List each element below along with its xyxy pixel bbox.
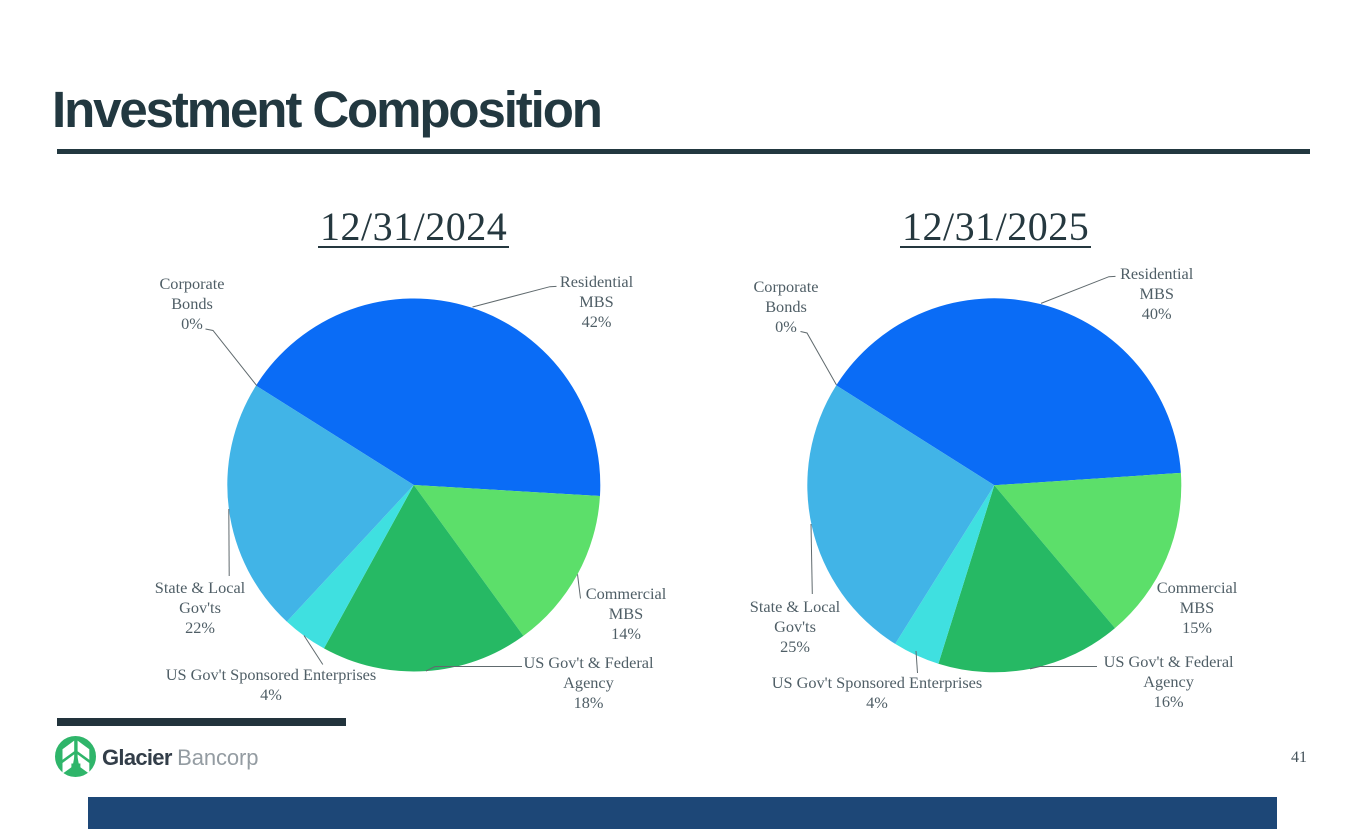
svg-text:22%: 22% xyxy=(185,618,215,637)
svg-text:16%: 16% xyxy=(1154,692,1184,711)
svg-text:15%: 15% xyxy=(1182,618,1212,637)
svg-text:US Gov't & Federal: US Gov't & Federal xyxy=(523,653,653,672)
svg-text:Residential: Residential xyxy=(1120,264,1194,283)
svg-text:Gov'ts: Gov'ts xyxy=(179,598,221,617)
svg-text:US Gov't & Federal: US Gov't & Federal xyxy=(1104,652,1234,671)
svg-text:State & Local: State & Local xyxy=(155,578,246,597)
svg-text:Corporate: Corporate xyxy=(753,277,818,296)
svg-text:Commercial: Commercial xyxy=(586,584,667,603)
svg-text:Gov'ts: Gov'ts xyxy=(774,617,816,636)
svg-text:40%: 40% xyxy=(1142,304,1172,323)
svg-text:0%: 0% xyxy=(775,317,797,336)
svg-text:14%: 14% xyxy=(611,624,641,643)
svg-text:Agency: Agency xyxy=(1143,672,1194,691)
svg-text:State & Local: State & Local xyxy=(750,597,841,616)
svg-text:MBS: MBS xyxy=(609,604,643,623)
svg-text:25%: 25% xyxy=(780,637,810,656)
svg-text:US Gov't Sponsored Enterprises: US Gov't Sponsored Enterprises xyxy=(772,673,983,692)
svg-text:4%: 4% xyxy=(260,685,282,704)
svg-text:US Gov't Sponsored Enterprises: US Gov't Sponsored Enterprises xyxy=(166,665,377,684)
svg-text:Residential: Residential xyxy=(560,272,634,291)
svg-text:Bonds: Bonds xyxy=(765,297,807,316)
svg-text:MBS: MBS xyxy=(579,292,613,311)
svg-text:4%: 4% xyxy=(866,693,888,712)
svg-text:0%: 0% xyxy=(181,314,203,333)
svg-text:Commercial: Commercial xyxy=(1157,578,1238,597)
svg-text:MBS: MBS xyxy=(1180,598,1214,617)
svg-text:42%: 42% xyxy=(582,312,612,331)
svg-text:Agency: Agency xyxy=(563,673,614,692)
svg-text:18%: 18% xyxy=(574,693,604,712)
svg-text:MBS: MBS xyxy=(1139,284,1173,303)
svg-text:Corporate: Corporate xyxy=(159,274,224,293)
svg-text:Bonds: Bonds xyxy=(171,294,213,313)
